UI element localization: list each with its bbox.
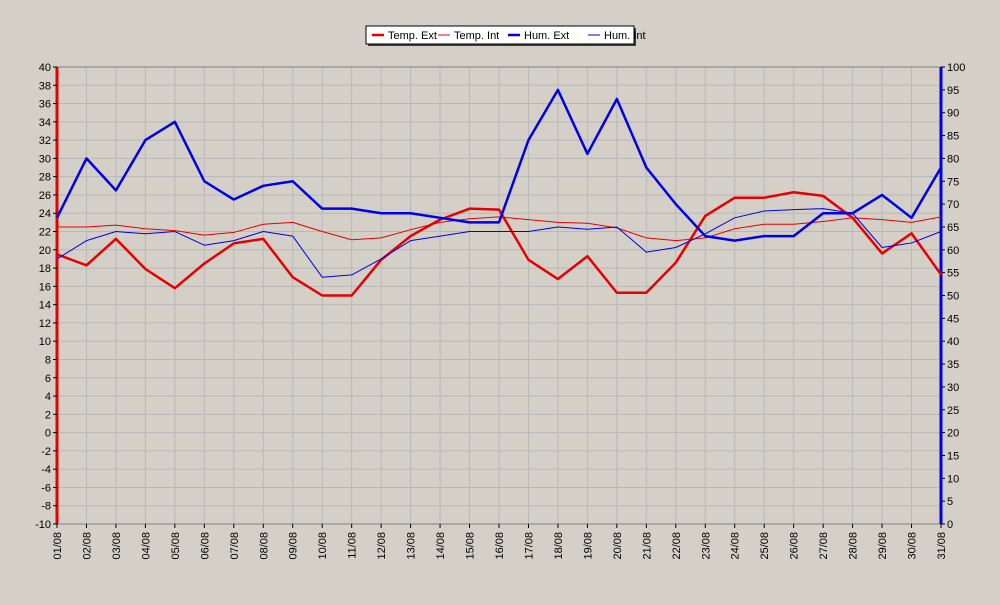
right-tick-label: 0 [947, 519, 953, 531]
x-tick-label: 28/08 [848, 532, 860, 560]
series-lines [55, 88, 943, 297]
left-tick-label: 36 [39, 99, 51, 111]
legend-box [365, 25, 635, 45]
left-tick-label: 8 [45, 354, 51, 366]
series-line-temp-int [57, 216, 942, 242]
right-tick-label: 5 [947, 496, 953, 508]
right-tick-label: 50 [947, 291, 959, 303]
x-tick-label: 19/08 [582, 532, 594, 560]
left-tick-label: 24 [39, 208, 51, 220]
legend-label-hum-int: Hum. Int [604, 30, 646, 42]
right-tick-label: 25 [947, 405, 959, 417]
legend-label-temp-ext: Temp. Ext [388, 30, 437, 42]
left-tick-label: 12 [39, 318, 51, 330]
x-tick-label: 17/08 [523, 532, 535, 560]
x-tick-label: 20/08 [612, 532, 624, 560]
x-tick-label: 30/08 [907, 532, 919, 560]
left-tick-label: 40 [39, 62, 51, 74]
series-line-hum-ext [55, 88, 943, 242]
left-tick-label: 16 [39, 281, 51, 293]
right-tick-label: 65 [947, 222, 959, 234]
x-tick-label: 21/08 [641, 532, 653, 560]
x-tick-label: 01/08 [52, 532, 64, 560]
left-axis-ticks: -10-8-6-4-202468101214161820222426283032… [35, 62, 57, 531]
legend-label-temp-int: Temp. Int [454, 30, 499, 42]
right-tick-label: 10 [947, 473, 959, 485]
left-tick-label: 6 [45, 373, 51, 385]
right-tick-label: 55 [947, 268, 959, 280]
left-tick-label: -2 [41, 446, 51, 458]
right-tick-label: 100 [947, 62, 965, 74]
legend-label-hum-ext: Hum. Ext [524, 30, 569, 42]
right-tick-label: 90 [947, 108, 959, 120]
x-tick-label: 03/08 [111, 532, 123, 560]
x-tick-label: 07/08 [229, 532, 241, 560]
right-tick-label: 15 [947, 450, 959, 462]
right-tick-label: 40 [947, 336, 959, 348]
x-tick-label: 24/08 [730, 532, 742, 560]
right-tick-label: 85 [947, 131, 959, 143]
right-axis-ticks: 0 5 10 15 20 25 30 35 40 45 50 55 60 65 70 75 80 85 90 95 10… [941, 62, 965, 531]
x-tick-label: 06/08 [199, 532, 211, 560]
x-tick-label: 04/08 [140, 532, 152, 560]
left-tick-label: 32 [39, 135, 51, 147]
left-tick-label: 38 [39, 80, 51, 92]
right-tick-label: 30 [947, 382, 959, 394]
left-tick-label: -8 [41, 501, 51, 513]
x-tick-label: 13/08 [406, 532, 418, 560]
left-tick-label: -4 [41, 464, 51, 476]
x-tick-label: 11/08 [347, 532, 359, 559]
x-tick-label: 15/08 [465, 532, 477, 560]
right-tick-label: 60 [947, 245, 959, 257]
x-tick-label: 27/08 [818, 532, 830, 560]
x-tick-label: 22/08 [671, 532, 683, 560]
x-tick-label: 23/08 [700, 532, 712, 560]
left-tick-label: 0 [45, 428, 51, 440]
left-tick-label: 30 [39, 153, 51, 165]
right-tick-label: 35 [947, 359, 959, 371]
x-tick-label: 18/08 [553, 532, 565, 560]
left-tick-label: 20 [39, 245, 51, 257]
right-tick-label: 80 [947, 153, 959, 165]
x-tick-label: 05/08 [170, 532, 182, 560]
x-tick-label: 12/08 [376, 532, 388, 560]
right-tick-label: 75 [947, 176, 959, 188]
left-tick-label: 2 [45, 409, 51, 421]
left-tick-label: 22 [39, 227, 51, 239]
gridlines [56, 66, 942, 525]
x-tick-label: 08/08 [258, 532, 270, 560]
x-tick-label: 10/08 [317, 532, 329, 560]
left-tick-label: 34 [39, 117, 51, 129]
left-tick-label: 28 [39, 172, 51, 184]
x-tick-label: 02/08 [81, 532, 93, 560]
x-tick-label: 25/08 [759, 532, 771, 560]
right-tick-label: 45 [947, 313, 959, 325]
x-tick-label: 16/08 [494, 532, 506, 560]
right-tick-label: 70 [947, 199, 959, 211]
x-tick-label: 31/08 [936, 532, 948, 560]
left-tick-label: -10 [35, 519, 51, 531]
x-tick-label: 09/08 [288, 532, 300, 560]
x-axis-ticks: 01/08 02/08 03/08 04/08 05/08 06/08 07/08 08/08… [52, 524, 948, 560]
legend: Temp. Ext Temp. Int Hum. Ext Hum. Int [365, 25, 646, 46]
left-tick-label: 4 [45, 391, 51, 403]
x-tick-label: 29/08 [877, 532, 889, 560]
x-tick-label: 14/08 [435, 532, 447, 560]
left-tick-label: -6 [41, 482, 51, 494]
left-tick-label: 14 [39, 300, 51, 312]
series-line-temp-ext [56, 190, 943, 297]
left-tick-label: 18 [39, 263, 51, 275]
right-tick-label: 95 [947, 85, 959, 97]
left-tick-label: 10 [39, 336, 51, 348]
left-tick-label: 26 [39, 190, 51, 202]
series-line-hum-int [56, 208, 942, 278]
x-tick-label: 26/08 [789, 532, 801, 560]
right-tick-label: 20 [947, 428, 959, 440]
